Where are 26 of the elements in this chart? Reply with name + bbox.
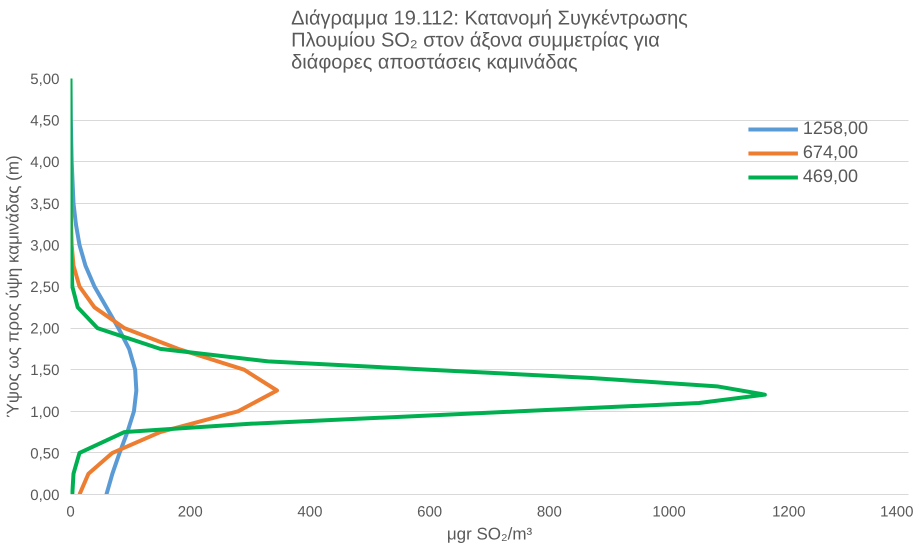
x-tick-label: 800 <box>536 504 562 520</box>
x-tick-label: 1000 <box>652 504 686 520</box>
x-tick-label: 0 <box>66 504 75 520</box>
y-tick-label: 0,50 <box>30 445 60 462</box>
y-tick-label: 2,00 <box>30 320 60 338</box>
y-tick-label: 1,50 <box>30 362 60 380</box>
x-tick-label: 1200 <box>772 504 806 520</box>
x-tick-label: 400 <box>297 504 322 520</box>
y-tick-label: 0,00 <box>30 487 60 504</box>
x-tick-label: 200 <box>178 504 203 520</box>
y-tick-label: 5,00 <box>30 71 60 88</box>
x-tick-label: 1400 <box>880 504 913 520</box>
line-series <box>70 78 767 494</box>
x-tick-label: 600 <box>417 504 442 520</box>
y-tick-label: 1,00 <box>30 404 60 421</box>
legend-label: 469,00 <box>802 166 858 187</box>
chart-title: Διάγραμμα 19.112: Κατανομή Συγκέντρωσης Πλουμίου SO₂ στον άξονα συμμετρίας για διάφορες αποστάσεις καμινάδας <box>291 8 688 74</box>
x-axis-title: μgr SO₂/m³ <box>446 524 533 544</box>
y-tick-label: 4,00 <box>30 154 60 172</box>
y-tick-label: 4,50 <box>30 112 60 130</box>
legend-label: 1258,00 <box>802 118 868 139</box>
y-tick-label: 2,50 <box>30 279 60 296</box>
y-tick-label: 3,00 <box>30 237 60 254</box>
y-tick-label: 3,50 <box>30 196 60 213</box>
y-axis-title: Ύψος ως προς ύψη καμινάδας (m) <box>3 155 22 418</box>
legend-label: 674,00 <box>802 142 858 163</box>
